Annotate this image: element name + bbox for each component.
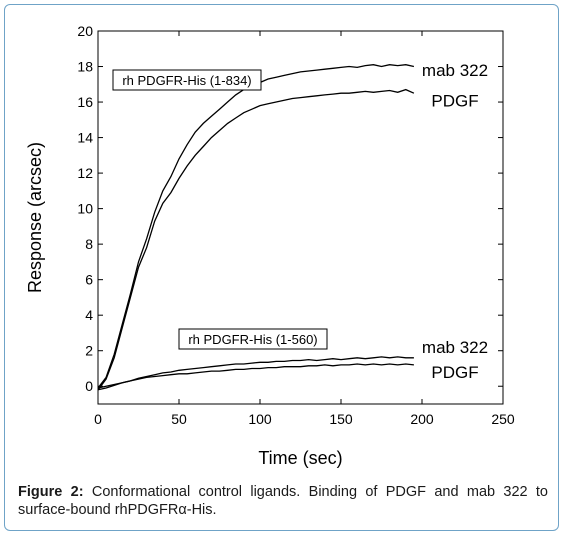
y-tick-label: 6 bbox=[85, 272, 93, 288]
x-tick-label: 100 bbox=[248, 411, 272, 427]
annotation-box-top bbox=[112, 69, 262, 91]
plot-area bbox=[97, 30, 504, 405]
y-tick-label: 20 bbox=[77, 23, 93, 39]
x-tick-label: 50 bbox=[171, 411, 187, 427]
y-tick-label: 14 bbox=[77, 130, 93, 146]
annotation-box-bottom bbox=[178, 328, 328, 350]
y-tick-label: 0 bbox=[85, 378, 93, 394]
y-tick-label: 10 bbox=[77, 201, 93, 217]
x-tick-label: 150 bbox=[329, 411, 353, 427]
series-label: mab 322 bbox=[422, 61, 488, 80]
series-label: PDGF bbox=[431, 91, 478, 110]
x-axis-label: Time (sec) bbox=[258, 448, 342, 468]
series-label: mab 322 bbox=[422, 338, 488, 357]
y-axis-label: Response (arcsec) bbox=[25, 142, 45, 293]
caption-label: Figure 2: bbox=[18, 484, 84, 500]
x-tick-label: 0 bbox=[94, 411, 102, 427]
annotation-box-top-text: rh PDGFR-His (1-834) bbox=[122, 73, 251, 88]
x-tick-label: 250 bbox=[491, 411, 515, 427]
y-tick-label: 2 bbox=[85, 343, 93, 359]
x-tick-label: 200 bbox=[410, 411, 434, 427]
y-tick-label: 18 bbox=[77, 59, 93, 75]
y-tick-label: 16 bbox=[77, 94, 93, 110]
y-tick-label: 4 bbox=[85, 307, 93, 323]
annotation-box-bottom-text: rh PDGFR-His (1-560) bbox=[188, 332, 317, 347]
caption-text: Conformational control ligands. Binding … bbox=[18, 484, 548, 518]
figure-frame bbox=[4, 4, 559, 531]
series-line-upper-pdgf bbox=[97, 88, 415, 391]
series-line-lower-pdgf bbox=[97, 363, 414, 391]
y-tick-label: 12 bbox=[77, 165, 93, 181]
series-line-lower-mab322 bbox=[97, 356, 414, 389]
figure-caption: Figure 2: Conformational control ligands… bbox=[18, 483, 548, 519]
y-tick-label: 8 bbox=[85, 236, 93, 252]
series-label: PDGF bbox=[431, 363, 478, 382]
